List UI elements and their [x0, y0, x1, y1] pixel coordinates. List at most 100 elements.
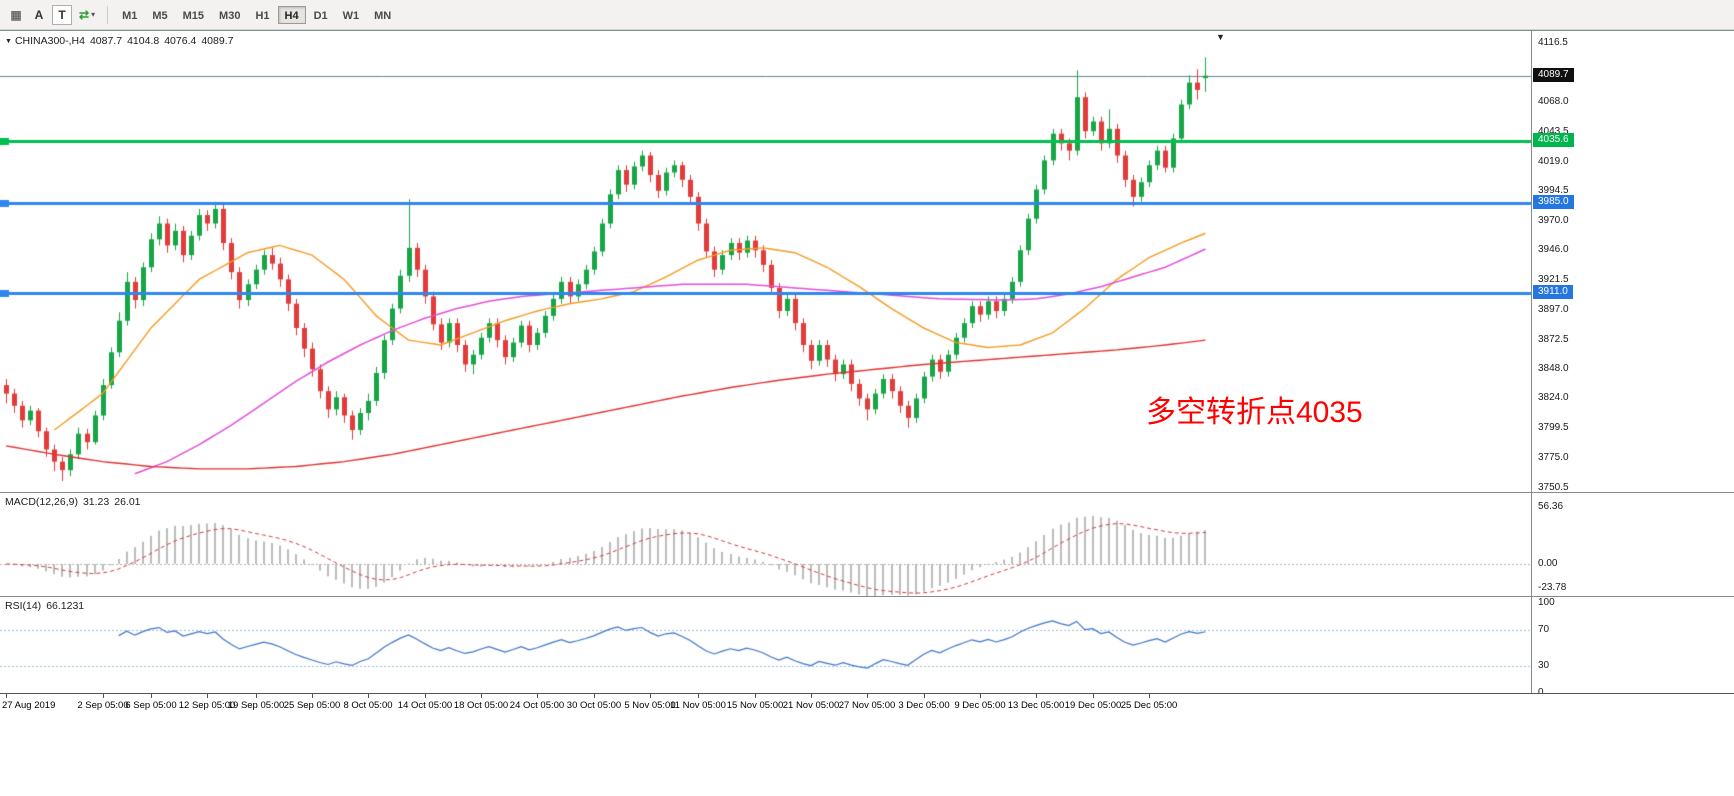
time-axis-tick: [811, 694, 812, 698]
macd-tick-label: -23.78: [1538, 582, 1567, 594]
chart-title: ▼ CHINA300-,H4 4087.7 4104.8 4076.4 4089.7: [5, 35, 233, 47]
chart-templates-icon[interactable]: ▦: [6, 5, 26, 25]
time-axis-label: 13 Dec 05:00: [1007, 700, 1065, 711]
price-tick-label: 3750.5: [1538, 481, 1569, 493]
timeframe-button-M15[interactable]: M15: [176, 6, 211, 24]
timeframe-button-M30[interactable]: M30: [212, 6, 247, 24]
price-badge: 4089.7: [1533, 67, 1574, 82]
macd-tick-label: 0.00: [1538, 558, 1558, 570]
time-axis-tick: [1093, 694, 1094, 698]
time-axis-label: 27 Aug 2019: [2, 700, 56, 711]
time-axis-label: 12 Sep 05:00: [178, 700, 236, 711]
rsi-tick-label: 30: [1538, 660, 1550, 672]
auto-trading-icon: ⇄: [79, 7, 90, 22]
window-menu-icon[interactable]: ▼: [5, 38, 12, 45]
timeframe-button-H1[interactable]: H1: [248, 6, 276, 24]
time-axis-label: 27 Nov 05:00: [838, 700, 896, 711]
chart-templates-icon: ▦: [10, 7, 22, 22]
time-axis-tick: [1036, 694, 1037, 698]
time-axis-tick: [6, 694, 7, 698]
time-axis-tick: [594, 694, 595, 698]
time-axis-tick: [368, 694, 369, 698]
auto-trading-icon[interactable]: ⇄ ▾: [75, 5, 99, 25]
rsi-indicator-label: RSI(14) 66.1231: [5, 600, 84, 612]
timeframe-button-M5[interactable]: M5: [145, 6, 174, 24]
time-axis-label: 19 Sep 05:00: [227, 700, 285, 711]
price-tick-label: 3872.5: [1538, 333, 1569, 345]
time-axis-label: 24 Oct 05:00: [509, 700, 565, 711]
price-tick-label: 3799.5: [1538, 422, 1569, 434]
text-label-a-icon[interactable]: A: [29, 5, 49, 25]
price-tick-label: 4116.5: [1538, 37, 1568, 49]
price-axis-border: [1531, 31, 1532, 713]
time-axis-tick: [151, 694, 152, 698]
time-axis-tick: [755, 694, 756, 698]
macd-main-value: 31.23: [82, 496, 110, 508]
rsi-name: RSI(14): [5, 600, 42, 612]
chart-title-symbol: CHINA300-,H4: [14, 35, 85, 47]
macd-name: MACD(12,26,9): [5, 496, 78, 508]
price-chart-canvas[interactable]: [0, 31, 1531, 492]
price-tick-label: 3848.0: [1538, 363, 1569, 375]
pane-separator[interactable]: [0, 596, 1734, 597]
chart-open-value: 4087.7: [89, 35, 123, 47]
price-tick-label: 3994.5: [1538, 185, 1569, 197]
macd-signal-value: 26.01: [114, 496, 141, 508]
toolbar-separator: [107, 5, 109, 24]
time-axis-tick: [537, 694, 538, 698]
time-axis-label: 25 Dec 05:00: [1120, 700, 1178, 711]
time-axis-tick: [980, 694, 981, 698]
text-box-icon: T: [58, 7, 66, 22]
tool-group: ▦ A T ⇄ ▾: [6, 4, 102, 25]
timeframe-button-M1[interactable]: M1: [115, 6, 144, 24]
time-axis-tick: [207, 694, 208, 698]
price-tick-label: 3775.0: [1538, 451, 1569, 463]
macd-canvas[interactable]: [0, 492, 1531, 596]
time-axis-label: 14 Oct 05:00: [397, 700, 453, 711]
macd-tick-label: 56.36: [1538, 501, 1564, 512]
timeframe-button-MN[interactable]: MN: [367, 6, 398, 24]
time-axis-tick: [312, 694, 313, 698]
price-tick-label: 3824.0: [1538, 392, 1569, 404]
time-axis-tick: [924, 694, 925, 698]
price-tick-label: 3970.0: [1538, 215, 1569, 227]
time-axis-tick: [425, 694, 426, 698]
price-tick-label: 3921.5: [1538, 274, 1569, 286]
time-axis-label: 2 Sep 05:00: [77, 700, 129, 711]
chart-window: ▼ CHINA300-,H4 4087.7 4104.8 4076.4 4089.7 多空…: [0, 30, 1734, 714]
rsi-tick-label: 100: [1538, 597, 1555, 609]
price-tick-label: 4019.0: [1538, 155, 1569, 167]
time-axis-label: 3 Dec 05:00: [898, 700, 950, 711]
time-axis[interactable]: 27 Aug 2019 2 Sep 05:00 6 Sep 05:00 12 Sep …: [0, 693, 1734, 714]
timeframe-group: M1 M5 M15 M30 H1 H4 D1 W1 MN: [115, 5, 399, 24]
time-axis-label: 6 Sep 05:00: [125, 700, 177, 711]
text-box-icon[interactable]: T: [52, 4, 72, 25]
price-tick-label: 3946.0: [1538, 244, 1569, 256]
timeframe-button-D1[interactable]: D1: [307, 6, 335, 24]
time-axis-tick: [481, 694, 482, 698]
timeframe-button-W1[interactable]: W1: [336, 6, 367, 24]
rsi-tick-label: 0: [1538, 687, 1544, 698]
rsi-canvas[interactable]: [0, 596, 1531, 693]
time-axis-label: 9 Dec 05:00: [954, 700, 1006, 711]
timeframe-button-H4[interactable]: H4: [277, 5, 306, 24]
pane-separator[interactable]: [0, 492, 1734, 493]
price-tick-label: 4043.5: [1538, 125, 1569, 137]
price-axis: 4116.5 4068.0 4043.5 4019.0 3994.5 3970.0 3946…: [1532, 31, 1733, 713]
time-axis-tick: [1149, 694, 1150, 698]
time-axis-label: 15 Nov 05:00: [726, 700, 784, 711]
chart-shift-marker-icon[interactable]: ▼: [1216, 32, 1225, 42]
chart-high-value: 4104.8: [127, 35, 160, 47]
chart-close-value: 4089.7: [201, 35, 234, 47]
time-axis-label: 21 Nov 05:00: [782, 700, 840, 711]
chart-text-annotation[interactable]: 多空转折点4035: [1146, 396, 1363, 429]
time-axis-tick: [698, 694, 699, 698]
time-axis-tick: [256, 694, 257, 698]
price-badge: 3985.0: [1533, 194, 1574, 209]
time-axis-label: 25 Sep 05:00: [283, 700, 341, 711]
time-axis-label: 11 Nov 05:00: [670, 700, 726, 711]
time-axis-label: 30 Oct 05:00: [566, 700, 622, 711]
rsi-tick-label: 70: [1538, 624, 1550, 636]
chart-low-value: 4076.4: [164, 35, 197, 47]
price-badge: 4035.6: [1533, 133, 1574, 148]
